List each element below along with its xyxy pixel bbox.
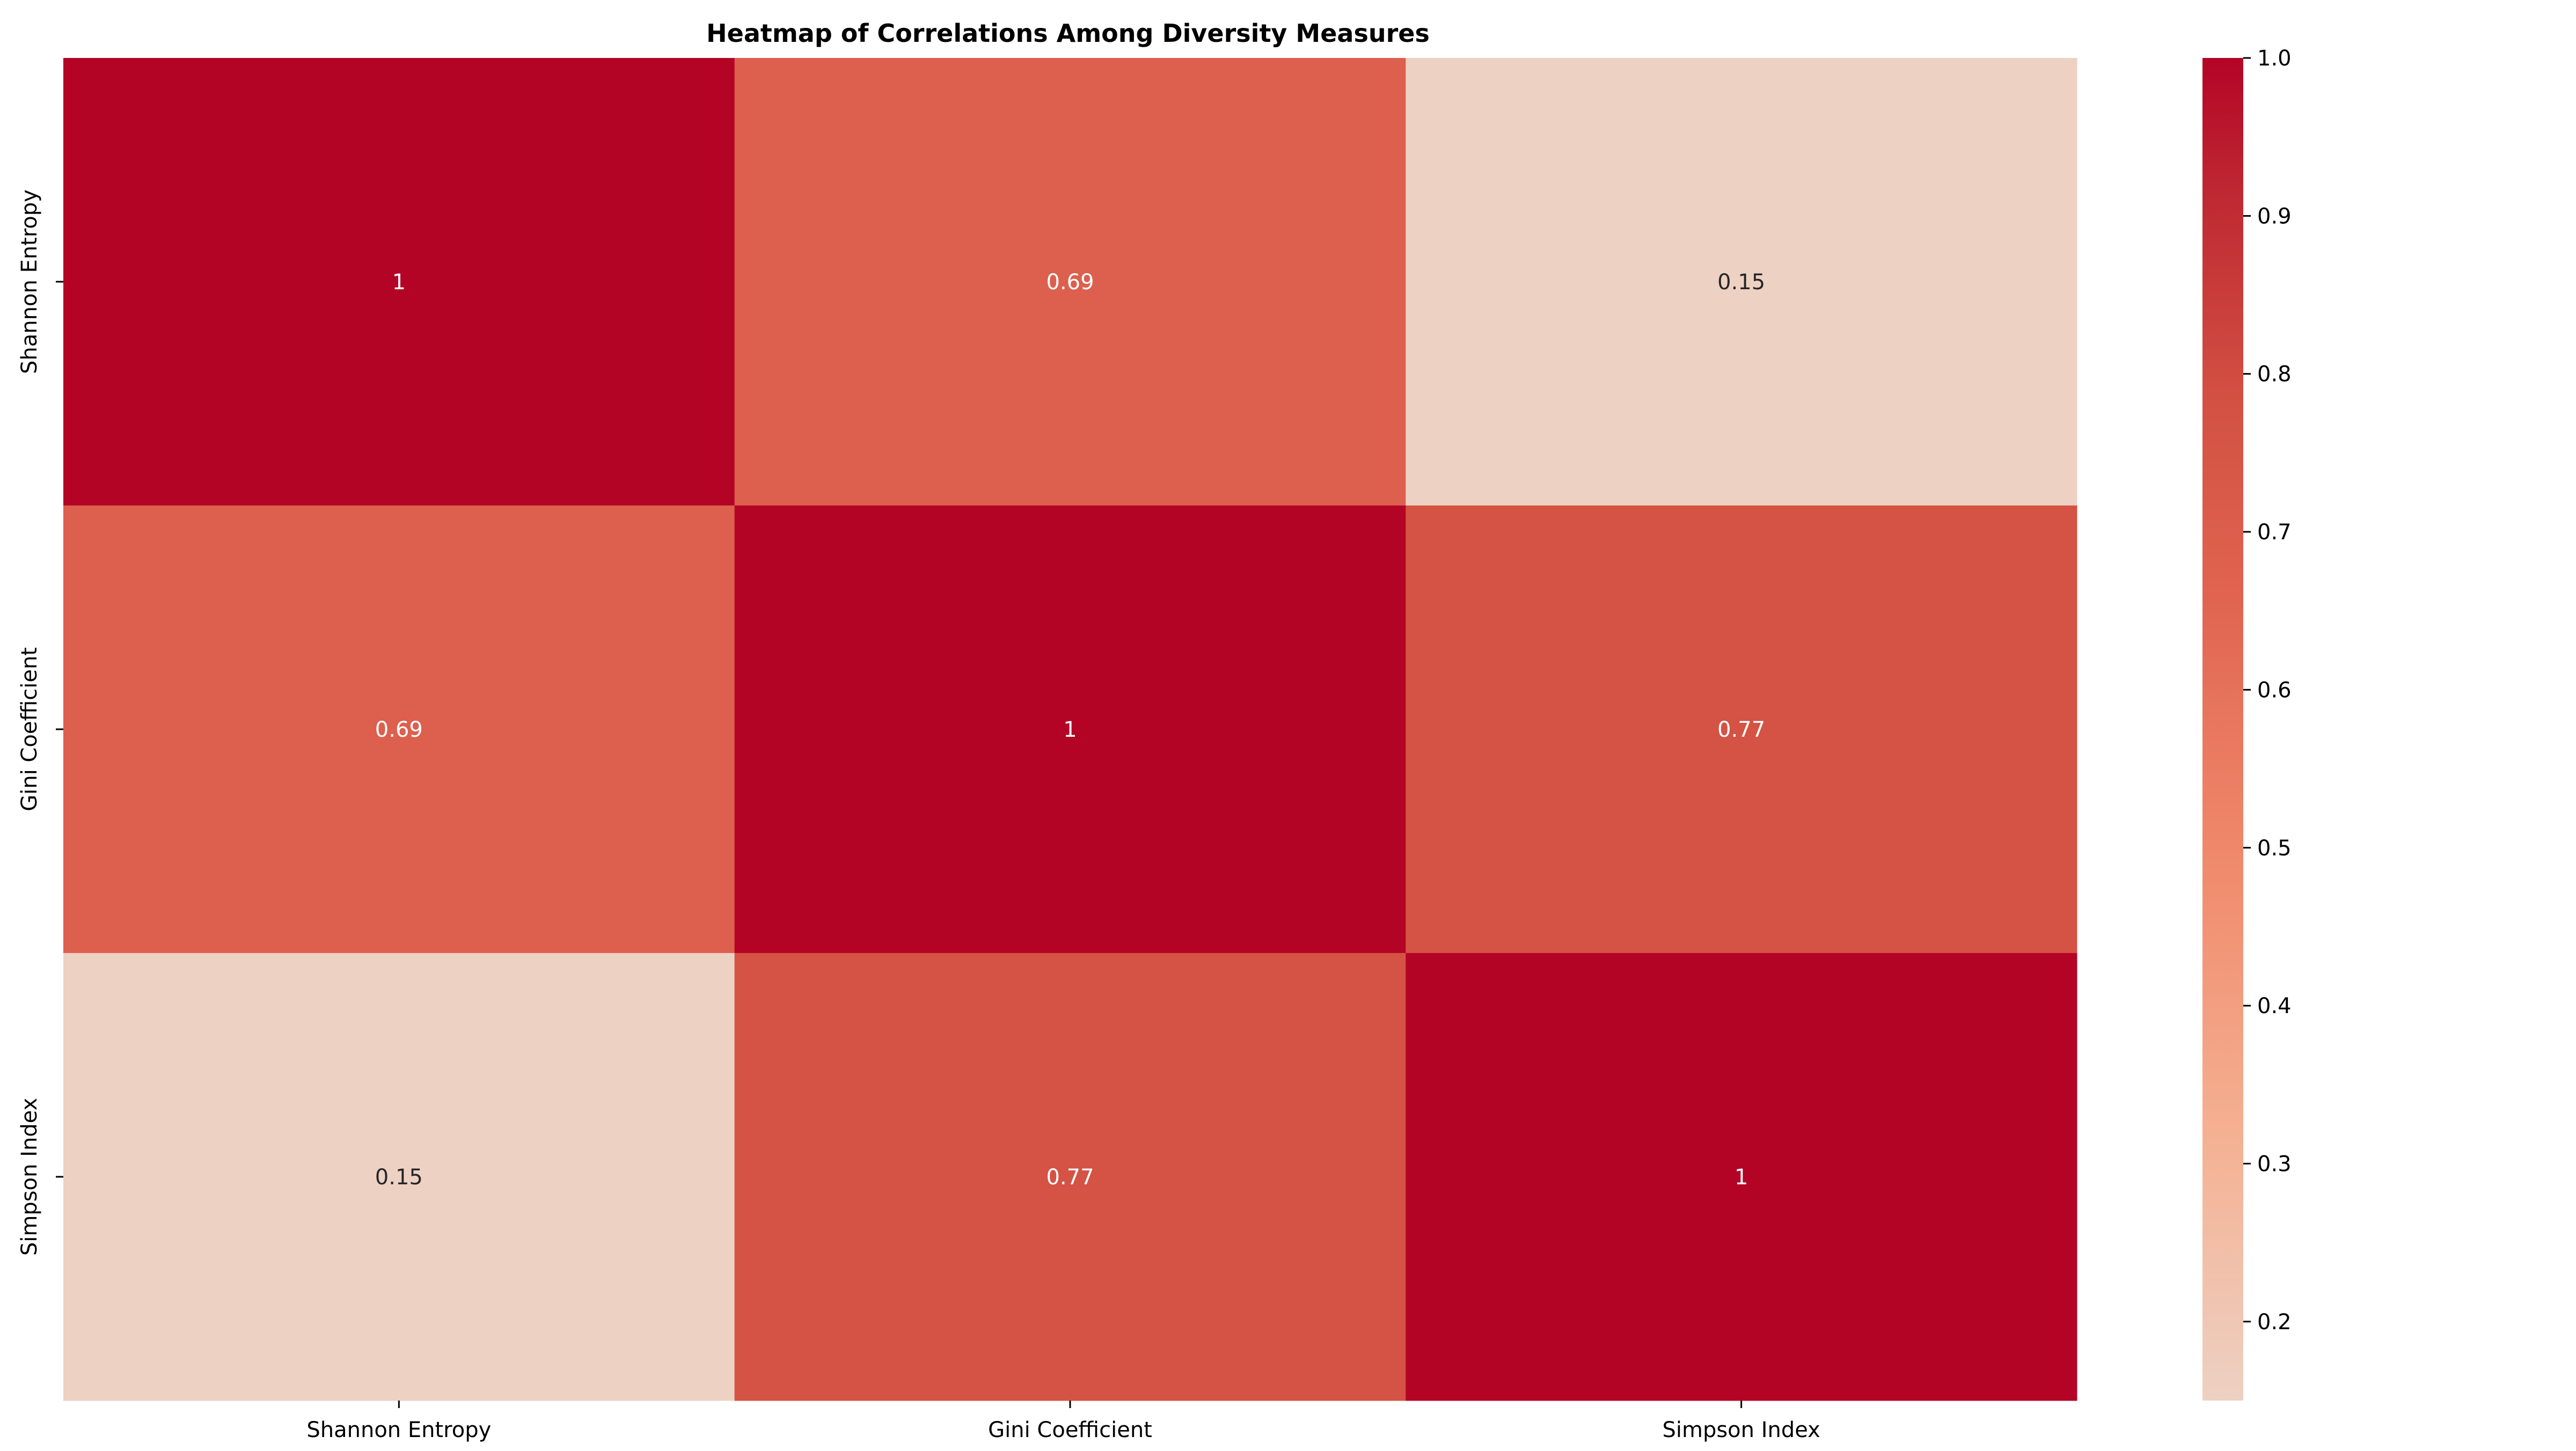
y-tick-label-0: Shannon Entropy — [17, 189, 42, 374]
x-tick-label-1: Gini Coefficient — [988, 1418, 1152, 1442]
colorbar-tick-label-3: 0.5 — [2257, 836, 2292, 861]
cell-value-label-r1-c1: 1 — [1063, 717, 1077, 742]
colorbar-tick-label-0: 0.2 — [2257, 1310, 2292, 1335]
cell-value-label-r0-c2: 0.15 — [1717, 270, 1765, 295]
x-tick-label-2: Simpson Index — [1662, 1418, 1820, 1442]
heatmap-cell-r2-c0 — [63, 953, 735, 1401]
cell-value-label-r0-c1: 0.69 — [1046, 270, 1094, 295]
heatmap-cells: 1 0.69 0.15 0.69 1 0.77 0.15 0.77 1 — [63, 58, 2077, 1401]
cell-value-label-r2-c0: 0.15 — [375, 1165, 423, 1190]
heatmap-cell-r1-c0 — [63, 505, 735, 954]
cell-value-label-r2-c1: 0.77 — [1046, 1165, 1094, 1190]
colorbar-tick-label-8: 1.0 — [2257, 46, 2292, 71]
y-tick-label-1: Gini Coefficient — [17, 647, 42, 811]
x-axis: Shannon Entropy Gini Coefficient Simpson I… — [306, 1401, 1820, 1442]
y-tick-label-2: Simpson Index — [17, 1098, 42, 1256]
cell-value-label-r1-c0: 0.69 — [375, 717, 423, 742]
heatmap-cell-r0-c2 — [1406, 58, 2077, 506]
heatmap-cell-r0-c1 — [734, 58, 1406, 506]
heatmap-cell-r1-c2 — [1406, 505, 2077, 954]
chart-title: Heatmap of Correlations Among Diversity … — [706, 19, 1430, 48]
cell-value-label-r0-c0: 1 — [392, 270, 406, 295]
heatmap-cell-r1-c1 — [734, 505, 1406, 954]
heatmap-cell-r0-c0 — [63, 58, 735, 506]
cell-value-label-r2-c2: 1 — [1735, 1165, 1748, 1190]
colorbar-gradient — [2202, 58, 2243, 1401]
colorbar-tick-label-7: 0.9 — [2257, 204, 2292, 229]
cell-value-label-r1-c2: 0.77 — [1717, 717, 1765, 742]
colorbar-tick-label-1: 0.3 — [2257, 1152, 2292, 1176]
colorbar-tick-label-5: 0.7 — [2257, 520, 2292, 545]
colorbar-tick-label-4: 0.6 — [2257, 678, 2292, 702]
heatmap-cell-r2-c1 — [734, 953, 1406, 1401]
y-axis: Shannon Entropy Gini Coefficient Simpson I… — [17, 189, 63, 1256]
heatmap-cell-r2-c2 — [1406, 953, 2077, 1401]
x-tick-label-0: Shannon Entropy — [306, 1418, 491, 1442]
colorbar-tick-label-6: 0.8 — [2257, 362, 2292, 387]
colorbar: 0.2 0.3 0.4 0.5 0.6 0.7 0.8 0.9 1.0 — [2202, 46, 2292, 1401]
colorbar-tick-label-2: 0.4 — [2257, 994, 2292, 1018]
